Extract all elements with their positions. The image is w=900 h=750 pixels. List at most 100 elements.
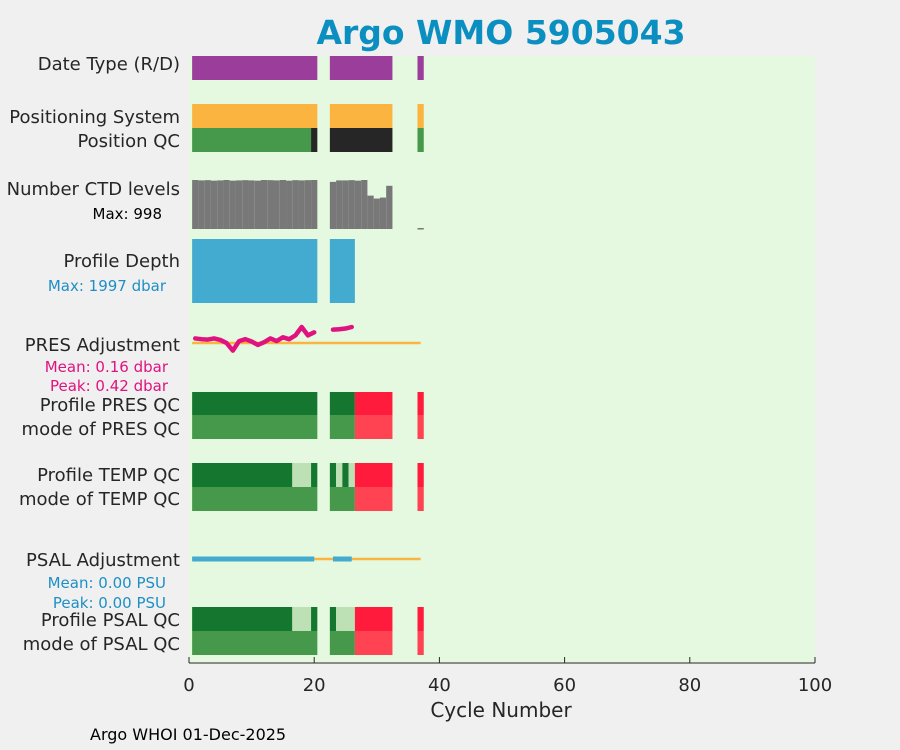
profile-pres-qc-segment-0 [192,392,318,415]
ctd-levels-bar-3 [204,180,211,229]
label-profile-psal-qc: Profile PSAL QC [41,610,180,631]
mode-pres-qc-segment-1 [329,415,355,439]
ctd-levels-bar-2 [198,180,205,229]
profile-temp-qc-segment-1 [292,463,312,487]
profile-pres-qc-segment-2 [354,392,393,415]
profile-psal-qc-segment-0 [192,607,293,631]
profile-psal-qc-segment-5 [354,607,393,631]
ctd-levels-bar-15 [279,180,287,229]
ctd-levels-bar-7 [229,180,236,229]
profile-depth-segment-1 [329,239,355,303]
profile-depth-segment-0 [192,239,318,303]
label-mode-pres-qc: mode of PRES QC [22,419,180,440]
profile-pres-qc-segment-1 [329,392,355,415]
ctd-levels-bar-11 [254,180,261,229]
pres-adjustment-mean: Mean: 0.16 dbar [45,358,169,376]
mode-psal-qc-segment-2 [354,631,393,655]
ctd-levels-bar-5 [217,180,224,229]
mode-pres-qc-segment-3 [417,415,424,439]
ctd-levels-bar-23 [329,181,337,229]
mode-temp-qc-segment-2 [354,487,393,511]
profile-temp-qc-segment-2 [311,463,318,487]
profile-psal-qc-segment-6 [417,607,424,631]
ctd-levels-bar-1 [192,180,199,229]
positioning-system-segment-0 [192,104,318,128]
ctd-levels-bar-10 [248,180,255,229]
x-tick-label-80: 80 [678,675,701,696]
position-qc-segment-0 [192,128,312,152]
chart-marks [192,56,424,655]
pres-adjustment-peak: Peak: 0.42 dbar [50,377,169,395]
ctd-levels-bar-9 [242,180,249,229]
profile-depth-max: Max: 1997 dbar [48,277,167,295]
profile-temp-qc-segment-3 [329,463,337,487]
profile-pres-qc-segment-3 [417,392,424,415]
profile-psal-qc-segment-2 [311,607,318,631]
label-profile-depth: Profile Depth [63,251,180,272]
ctd-levels-bar-20 [311,180,318,229]
ctd-levels-bar-27 [354,180,362,229]
psal-adjustment-mean: Mean: 0.00 PSU [48,574,166,592]
label-ctd-levels: Number CTD levels [7,179,180,200]
ctd-levels-bar-28 [361,180,368,229]
label-position-qc: Position QC [77,131,180,152]
x-tick-label-60: 60 [553,675,576,696]
label-mode-temp-qc: mode of TEMP QC [19,489,180,510]
profile-temp-qc-segment-5 [342,463,349,487]
profile-temp-qc-segment-7 [354,463,393,487]
ctd-levels-bar-30 [373,198,380,229]
mode-psal-qc-segment-1 [329,631,355,655]
label-psal-adjustment: PSAL Adjustment [26,550,180,571]
ctd-levels-bar-31 [379,197,387,229]
positioning-system-segment-2 [417,104,424,128]
mode-psal-qc-segment-3 [417,631,424,655]
psal-adjustment-peak: Peak: 0.00 PSU [53,594,166,612]
mode-temp-qc-segment-0 [192,487,318,511]
x-tick-label-40: 40 [428,675,451,696]
x-tick-label-20: 20 [303,675,326,696]
ctd-levels-bar-32 [386,185,393,229]
mode-temp-qc-segment-1 [329,487,355,511]
profile-psal-qc-segment-4 [336,607,355,631]
plot-background [189,56,815,663]
ctd-levels-bar-18 [298,180,305,229]
x-tick-label-0: 0 [183,675,194,696]
ctd-levels-bar-13 [267,180,274,229]
ctd-levels-bar-37 [417,228,424,230]
footer-credit: Argo WHOI 01-Dec-2025 [90,725,287,744]
mode-pres-qc-segment-0 [192,415,318,439]
profile-psal-qc-segment-3 [329,607,337,631]
profile-psal-qc-segment-1 [292,607,312,631]
position-qc-segment-1 [311,128,318,152]
ctd-levels-bar-24 [336,180,343,229]
date-type-segment-0 [192,56,318,80]
x-tick-label-100: 100 [798,675,832,696]
label-profile-temp-qc: Profile TEMP QC [37,465,180,486]
profile-temp-qc-segment-8 [417,463,424,487]
chart-title: Argo WMO 5905043 [316,13,685,52]
x-axis-label: Cycle Number [430,698,572,722]
date-type-segment-1 [329,56,393,80]
position-qc-segment-3 [417,128,424,152]
position-qc-segment-2 [329,128,393,152]
ctd-levels-bar-6 [223,180,230,229]
pres-adjustment-series-0 [193,324,317,353]
profile-temp-qc-segment-4 [336,463,343,487]
pres-adjustment-series-1 [330,324,355,332]
ctd-levels-bar-14 [273,180,280,229]
label-positioning-system: Positioning System [9,107,180,128]
ctd-levels-bar-29 [367,195,374,229]
ctd-levels-bar-17 [292,180,299,229]
label-mode-psal-qc: mode of PSAL QC [23,634,180,655]
label-pres-adjustment: PRES Adjustment [25,335,180,356]
ctd-levels-bar-25 [342,180,349,229]
label-profile-pres-qc: Profile PRES QC [40,395,180,416]
ctd-levels-max: Max: 998 [93,205,162,223]
ctd-levels-bar-8 [235,180,243,229]
x-axis: 0 20 40 60 80 100 [183,657,832,696]
mode-pres-qc-segment-2 [354,415,393,439]
ctd-levels-bar-26 [348,180,355,229]
ctd-levels-bar-19 [304,180,312,229]
positioning-system-segment-1 [329,104,393,128]
mode-psal-qc-segment-0 [192,631,318,655]
